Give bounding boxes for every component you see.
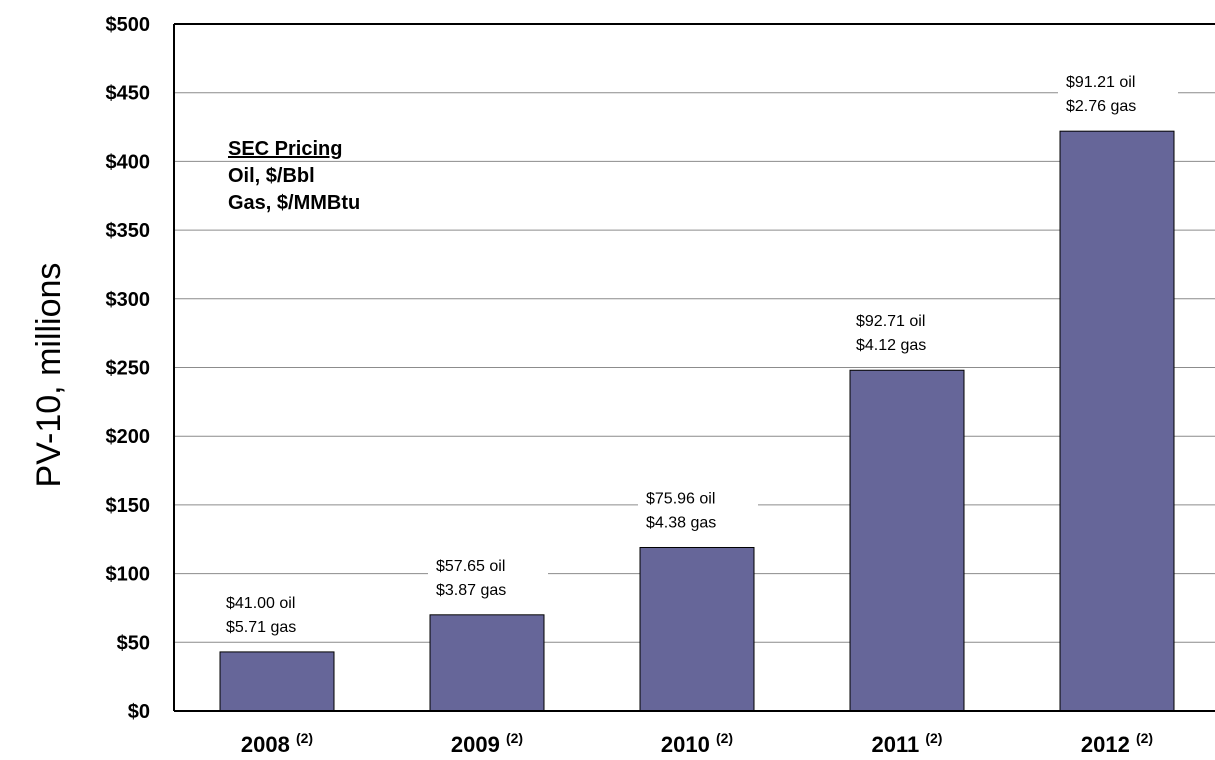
gridlines (174, 92, 1215, 643)
x-tick-label: 2012 (2) (1081, 730, 1153, 757)
y-tick-labels: $0 $50 $100 $150 $200 $250 $300 $350 $400 $450 $50… (106, 14, 151, 723)
y-tick-label: $450 (106, 83, 151, 105)
y-tick-label: $250 (106, 358, 151, 380)
footnote-marker: (2) (1136, 730, 1153, 746)
x-tick-label: 2008 (2) (241, 730, 313, 757)
y-tick-label: $0 (128, 701, 150, 723)
data-label-gas: $4.12 gas (856, 337, 926, 354)
annotation-gas-unit: Gas, $/MMBtu (228, 192, 360, 214)
data-label-bg (638, 483, 758, 534)
data-label-oil: $91.21 oil (1066, 74, 1135, 91)
footnote-marker: (2) (296, 730, 313, 746)
y-tick-label: $300 (106, 289, 151, 311)
data-labels: $41.00 oil $5.71 gas $57.65 oil $3.87 gas $7… (218, 67, 1178, 638)
data-label-oil: $41.00 oil (226, 595, 295, 612)
data-label-gas: $5.71 gas (226, 619, 296, 636)
data-label-gas: $4.38 gas (646, 514, 716, 531)
y-tick-label: $50 (117, 632, 150, 654)
data-label-oil: $57.65 oil (436, 558, 505, 575)
data-label-bg (848, 306, 968, 357)
data-label-oil: $92.71 oil (856, 313, 925, 330)
data-label-gas: $3.87 gas (436, 582, 506, 599)
axes (173, 23, 1215, 712)
data-label-gas: $2.76 gas (1066, 98, 1136, 115)
y-tick-label: $350 (106, 220, 151, 242)
y-tick-label: $150 (106, 495, 151, 517)
x-tick-label: 2009 (2) (451, 730, 523, 757)
bar-2008 (219, 651, 335, 712)
y-axis-label: PV-10, millions (30, 263, 68, 488)
data-label-bg (1058, 67, 1178, 118)
bar-2012 (1059, 130, 1175, 712)
sec-pricing-annotation: SEC Pricing Oil, $/Bbl Gas, $/MMBtu (228, 138, 360, 214)
footnote-marker: (2) (716, 730, 733, 746)
annotation-oil-unit: Oil, $/Bbl (228, 165, 315, 187)
y-tick-label: $100 (106, 564, 151, 586)
data-label-oil: $75.96 oil (646, 490, 715, 507)
footnote-marker: (2) (506, 730, 523, 746)
y-tick-label: $400 (106, 151, 151, 173)
bars (219, 130, 1175, 712)
footnote-marker: (2) (925, 730, 942, 746)
annotation-title: SEC Pricing (228, 138, 342, 160)
y-tick-label: $200 (106, 426, 151, 448)
data-label-bg (218, 587, 338, 638)
data-label-bg (428, 550, 548, 601)
x-tick-label: 2011 (2) (872, 730, 943, 757)
x-tick-label: 2010 (2) (661, 730, 733, 757)
bar-2009 (429, 614, 545, 712)
x-tick-labels: 2008 (2) 2009 (2) 2010 (2) 2011 (2) 2012 (2) (241, 730, 1153, 757)
bar-2011 (849, 369, 965, 712)
y-tick-label: $500 (106, 14, 151, 36)
bar-2010 (639, 546, 755, 712)
